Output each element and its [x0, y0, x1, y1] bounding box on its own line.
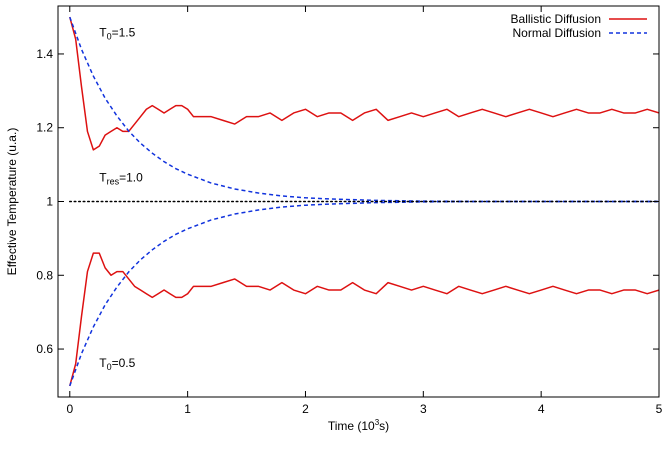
ballistic-diffusion-line-0 — [69, 16, 659, 151]
y-tick-label: 1.2 — [36, 121, 53, 135]
x-axis-label-superscript: 3 — [375, 418, 380, 427]
y-tick-label: 0.8 — [36, 268, 53, 282]
x-tick-label: 0 — [66, 402, 73, 416]
legend-label: Ballistic Diffusion — [511, 12, 601, 26]
annotations: T0=1.5 Tres=1.0 T0=0.5 — [99, 26, 143, 372]
y-tick-label: 1 — [46, 195, 53, 209]
x-tick-label: 4 — [538, 402, 545, 416]
annotation-t0-high: T0=1.5 — [99, 26, 135, 42]
x-tick-label: 3 — [420, 402, 427, 416]
y-axis: 0.6 0.8 1 1.2 1.4 — [36, 47, 659, 356]
y-axis-label: Effective Temperature (u.a.) — [5, 128, 19, 276]
x-tick-label: 2 — [302, 402, 309, 416]
x-axis: 0 1 2 3 4 5 — [66, 6, 663, 416]
normal-diffusion-line-1 — [69, 200, 659, 387]
legend-label: Normal Diffusion — [513, 26, 601, 40]
annotation-t-res: Tres=1.0 — [99, 171, 143, 187]
x-axis-label: Time (103s) — [328, 418, 389, 433]
x-tick-label: 1 — [184, 402, 191, 416]
x-tick-label: 5 — [656, 402, 663, 416]
series-layer — [68, 16, 659, 387]
annotation-t0-low: T0=0.5 — [99, 356, 135, 372]
y-tick-label: 0.6 — [36, 342, 53, 356]
ballistic-diffusion-line-1 — [69, 252, 659, 387]
y-tick-label: 1.4 — [36, 47, 53, 61]
